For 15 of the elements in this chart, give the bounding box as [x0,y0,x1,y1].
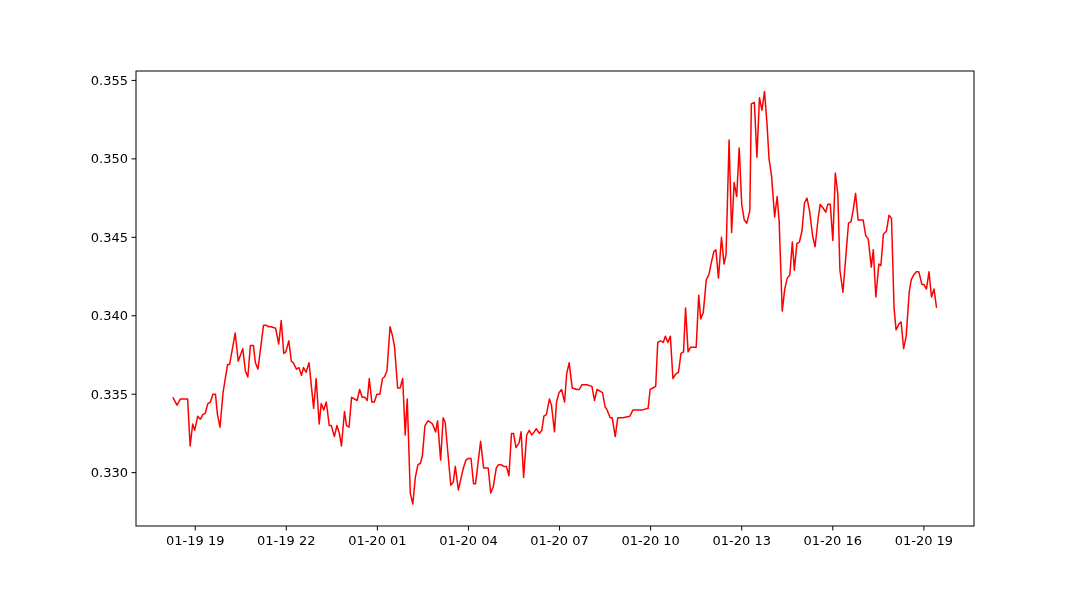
x-tick-label: 01-20 10 [621,533,680,548]
x-tick-label: 01-20 07 [530,533,589,548]
x-tick-label: 01-20 19 [894,533,954,548]
x-tick-label: 01-20 01 [348,533,407,548]
y-tick-label: 0.345 [90,229,128,245]
x-tick-label: 01-19 22 [257,533,316,548]
y-tick-label: 0.350 [90,151,128,167]
y-tick-label: 0.330 [90,465,128,481]
x-tick-label: 01-20 13 [712,533,771,548]
y-tick-label: 0.355 [90,72,128,88]
y-tick-label: 0.335 [90,386,128,402]
x-tick-label: 01-19 19 [165,533,225,548]
x-tick-label: 01-20 16 [803,533,863,548]
y-tick-label: 0.340 [90,308,128,324]
x-tick-label: 01-20 04 [439,533,498,548]
